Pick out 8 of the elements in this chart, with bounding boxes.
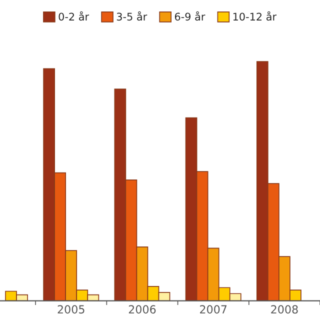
x-tick-label: 2007	[200, 305, 227, 314]
x-tick-label: 2005	[58, 305, 84, 314]
x-tick-label: 2006	[128, 305, 156, 314]
x-tick-label: 2008	[271, 305, 298, 314]
legend-label: 3-5 år	[116, 11, 148, 21]
legend-label: 10-12 år	[233, 11, 277, 21]
legend-label: 6-9 år	[174, 11, 206, 21]
legend-label: 0-2 år	[58, 11, 90, 21]
